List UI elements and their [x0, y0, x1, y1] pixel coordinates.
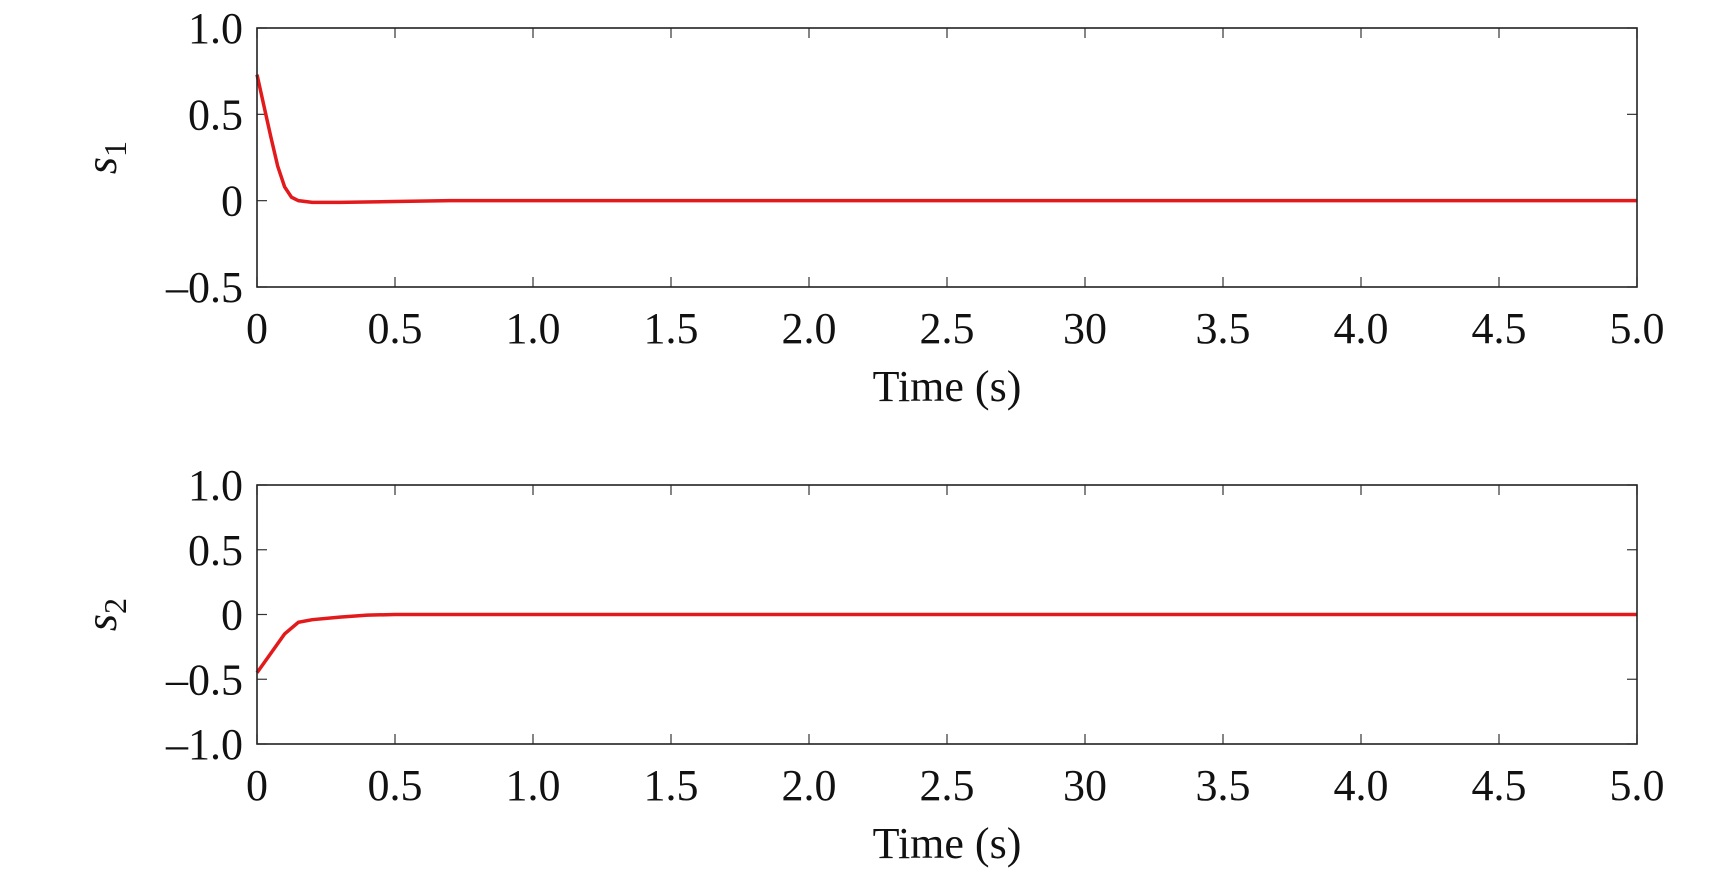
x-tick-label: 0	[246, 761, 268, 810]
y-tick-label: –1.0	[165, 720, 243, 769]
x-tick-label: 2.5	[920, 304, 975, 353]
y-label-subscript: 2	[97, 598, 133, 614]
x-tick-label: 4.0	[1334, 761, 1389, 810]
x-axis-label: Time (s)	[873, 819, 1022, 868]
y-label-text: s	[77, 157, 126, 174]
x-tick-label: 30	[1063, 761, 1107, 810]
y-axis-label: s1	[77, 141, 133, 174]
y-tick-label: 1.0	[188, 461, 243, 510]
x-tick-label: 3.5	[1196, 761, 1251, 810]
x-tick-label: 1.0	[506, 304, 561, 353]
x-tick-label: 4.0	[1334, 304, 1389, 353]
y-label-text: s	[77, 614, 126, 631]
x-tick-label: 1.0	[506, 761, 561, 810]
x-tick-label: 0.5	[368, 304, 423, 353]
y-tick-label: 0	[221, 591, 243, 640]
x-tick-label: 4.5	[1472, 761, 1527, 810]
x-axis-label: Time (s)	[873, 362, 1022, 411]
y-label-subscript: 1	[97, 141, 133, 157]
data-line	[255, 74, 1637, 205]
y-tick-label: 0.5	[188, 526, 243, 575]
x-tick-label: 5.0	[1610, 304, 1665, 353]
y-tick-label: –0.5	[165, 263, 243, 312]
y-tick-label: 0.5	[188, 90, 243, 139]
x-tick-label: 2.0	[782, 761, 837, 810]
x-tick-label: 5.0	[1610, 761, 1665, 810]
y-axis-label: s2	[77, 598, 133, 631]
x-tick-label: 1.5	[644, 761, 699, 810]
x-tick-label: 30	[1063, 304, 1107, 353]
y-tick-label: 1.0	[188, 4, 243, 53]
y-tick-label: –0.5	[165, 655, 243, 704]
x-tick-label: 3.5	[1196, 304, 1251, 353]
data-line	[255, 612, 1637, 674]
x-tick-label: 0	[246, 304, 268, 353]
x-tick-label: 4.5	[1472, 304, 1527, 353]
plot-frame	[256, 27, 1638, 288]
x-tick-label: 2.0	[782, 304, 837, 353]
x-tick-label: 0.5	[368, 761, 423, 810]
y-tick-label: 0	[221, 177, 243, 226]
plot-frame	[256, 484, 1638, 745]
x-tick-label: 2.5	[920, 761, 975, 810]
x-tick-label: 1.5	[644, 304, 699, 353]
